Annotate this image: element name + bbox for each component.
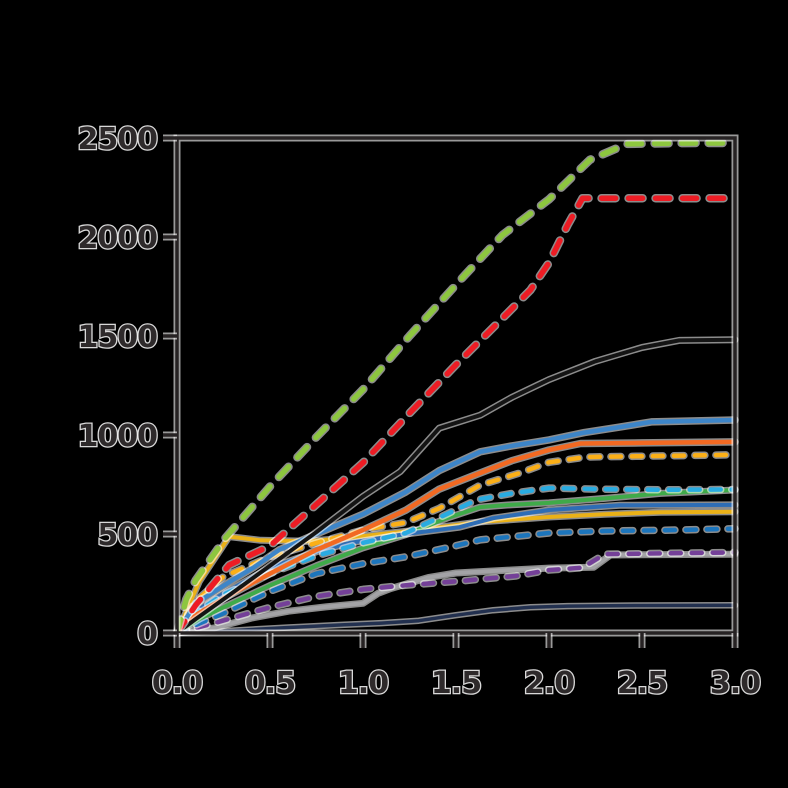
series-red-dashed [174, 195, 738, 636]
y-tick-label-0: 0 [137, 617, 157, 652]
y-tick-label-2500: 2500 [78, 122, 158, 157]
series-royal-blue-solid [175, 502, 737, 635]
x-tick-label-1.5: 1.5 [431, 666, 481, 701]
x-tick-label-3.0: 3.0 [710, 666, 760, 701]
series-halo-red-dashed [172, 193, 740, 638]
series-black-solid [175, 337, 737, 635]
x-tick-label-0.5: 0.5 [245, 666, 295, 701]
y-tick-label-1000: 1000 [78, 419, 158, 454]
x-tick-label-2.5: 2.5 [617, 666, 667, 701]
series-lime-dashed [174, 140, 738, 636]
series-purple-dashed [174, 550, 738, 636]
series-steel-blue-solid [174, 417, 738, 636]
series-blue-dashed [174, 526, 738, 636]
y-tick-label-2000: 2000 [78, 221, 158, 256]
series-amber-dashed [174, 452, 738, 636]
x-tick-label-1.0: 1.0 [338, 666, 388, 701]
x-tick-label-2.0: 2.0 [524, 666, 574, 701]
series-navy-solid [175, 603, 737, 635]
y-tick-label-500: 500 [97, 518, 157, 553]
x-tick-label-0.0: 0.0 [152, 666, 202, 701]
y-tick-label-1500: 1500 [78, 320, 158, 355]
